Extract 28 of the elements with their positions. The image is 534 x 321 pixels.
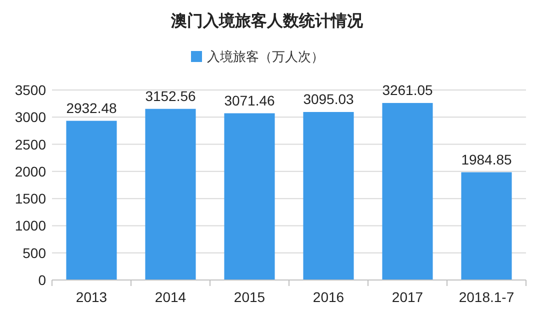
data-label: 3071.46: [224, 92, 276, 108]
bar: [303, 112, 354, 280]
chart-title: 澳门入境旅客人数统计情况: [170, 11, 364, 30]
y-tick-label: 1500: [14, 190, 46, 207]
bar: [145, 108, 196, 280]
bar: [224, 113, 275, 280]
data-label: 3152.56: [145, 88, 196, 104]
data-label: 1984.85: [461, 151, 512, 168]
y-tick-label: 0: [38, 272, 46, 288]
bar: [382, 102, 433, 280]
y-tick-label: 500: [22, 244, 46, 261]
y-tick-label: 2000: [14, 163, 46, 180]
x-tick-label: 2018.1-7: [458, 289, 514, 305]
data-label: 3095.03: [303, 90, 354, 107]
y-tick-label: 1000: [14, 218, 46, 234]
x-tick-label: 2015: [234, 289, 266, 305]
y-tick-label: 2500: [14, 136, 46, 152]
x-tick-label: 2017: [392, 289, 424, 305]
x-tick-label: 2013: [76, 289, 108, 305]
x-tick-label: 2014: [154, 289, 186, 305]
bar: [66, 120, 117, 280]
data-label: 2932.48: [66, 100, 118, 116]
x-tick-label: 2016: [312, 289, 344, 305]
data-label: 3261.05: [382, 82, 434, 98]
y-tick-label: 3500: [14, 82, 46, 98]
bar: [461, 172, 512, 280]
y-tick-label: 3000: [14, 109, 46, 126]
legend-label: 入境旅客（万人次）: [207, 49, 324, 64]
